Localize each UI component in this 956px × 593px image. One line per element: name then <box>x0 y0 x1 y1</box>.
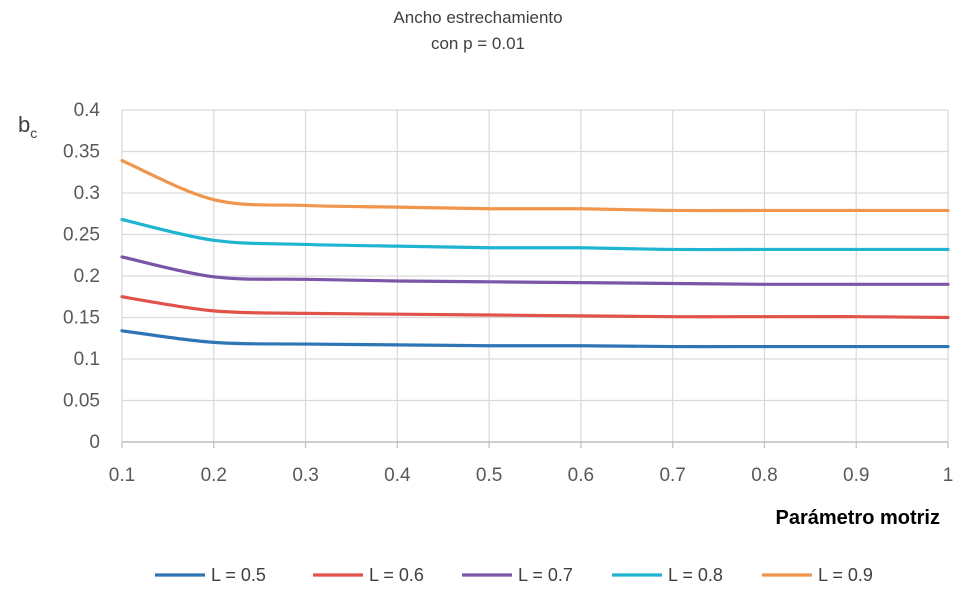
chart-title-line-1: Ancho estrechamiento <box>393 8 563 27</box>
x-tick-label: 0.9 <box>843 465 869 486</box>
y-tick-label: 0.35 <box>63 142 100 163</box>
x-tick-label: 0.2 <box>201 465 227 486</box>
series-line-3 <box>120 255 950 286</box>
y-tick-label: 0.1 <box>74 349 100 370</box>
legend-label-4: L = 0.8 <box>668 565 723 585</box>
y-axis-label-subscript: c <box>30 125 37 141</box>
x-tick-label: 0.4 <box>384 465 411 486</box>
series-line-2 <box>120 295 950 320</box>
legend-label-2: L = 0.6 <box>369 565 424 585</box>
y-tick-labels: 0 0.05 0.1 0.15 0.2 0.25 0.3 0.35 0.4 <box>63 100 100 453</box>
y-axis-label: bc <box>18 112 37 141</box>
y-tick-label: 0.05 <box>63 391 100 412</box>
series-line-5 <box>120 159 950 213</box>
chart-title-line-2: con p = 0.01 <box>430 34 526 53</box>
gridlines <box>121 109 949 442</box>
y-tick-label: 0.25 <box>63 225 100 246</box>
x-tick-label: 0.6 <box>568 465 594 486</box>
legend-label-3: L = 0.7 <box>518 565 573 585</box>
series-line-1 <box>120 329 950 349</box>
x-tick-label: 0.1 <box>109 465 135 486</box>
legend-label-1: L = 0.5 <box>211 565 266 585</box>
x-axis-label: Parámetro motriz <box>776 507 941 529</box>
x-tick-label: 0.7 <box>659 465 685 486</box>
y-tick-label: 0.2 <box>74 266 100 287</box>
x-tick-label: 0.8 <box>751 465 777 486</box>
legend-label-5: L = 0.9 <box>818 565 873 585</box>
x-tick-labels: 0.1 0.2 0.3 0.4 0.5 0.6 0.7 0.8 0.9 1 <box>109 465 954 486</box>
x-tick-label: 0.3 <box>292 465 318 486</box>
y-axis-label-main: b <box>18 112 30 137</box>
axes <box>121 441 949 448</box>
series-lines <box>120 159 950 349</box>
y-tick-label: 0.4 <box>74 100 101 121</box>
legend: L = 0.5 L = 0.6 L = 0.7 L = 0.8 L = 0.9 <box>155 565 873 585</box>
x-tick-label: 1 <box>943 465 954 486</box>
y-tick-label: 0.3 <box>74 183 100 204</box>
y-tick-label: 0.15 <box>63 308 100 329</box>
series-line-4 <box>120 217 950 252</box>
x-tick-label: 0.5 <box>476 465 502 486</box>
y-tick-label: 0 <box>89 432 100 453</box>
